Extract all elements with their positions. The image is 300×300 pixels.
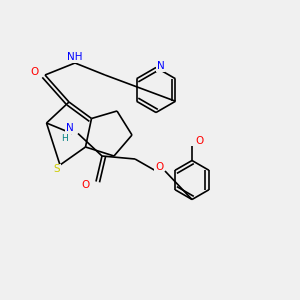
Text: O: O: [30, 67, 39, 77]
Text: S: S: [54, 164, 60, 175]
Text: O: O: [81, 179, 90, 190]
Text: N: N: [157, 61, 164, 71]
Text: N: N: [66, 123, 74, 133]
Text: O: O: [155, 161, 163, 172]
Text: H: H: [61, 134, 68, 142]
Text: O: O: [195, 136, 204, 146]
Text: NH: NH: [67, 52, 83, 62]
